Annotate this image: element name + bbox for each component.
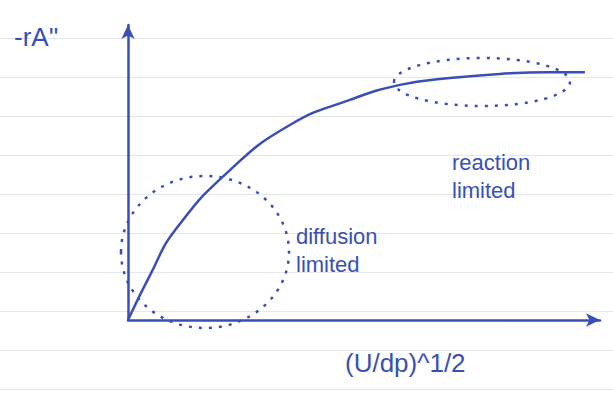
svg-text:diffusion: diffusion bbox=[296, 224, 378, 249]
svg-text:(U/dp)^1/2: (U/dp)^1/2 bbox=[345, 348, 466, 378]
svg-text:limited: limited bbox=[452, 178, 516, 203]
svg-text:limited: limited bbox=[296, 252, 360, 277]
svg-text:-rA'': -rA'' bbox=[14, 22, 59, 52]
svg-text:reaction: reaction bbox=[452, 150, 530, 175]
